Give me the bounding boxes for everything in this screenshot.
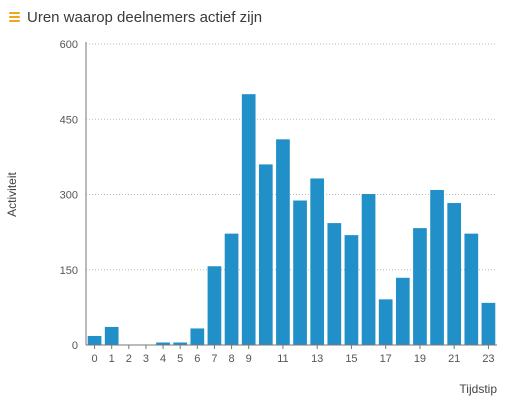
x-tick-label: 11 <box>277 353 288 365</box>
x-tick-label: 3 <box>143 353 149 365</box>
bar-hour-7[interactable] <box>207 266 222 345</box>
bar-hour-6[interactable] <box>190 328 205 345</box>
bar-hour-12[interactable] <box>293 200 307 345</box>
bar-hour-1[interactable] <box>104 326 119 345</box>
x-tick-label: 15 <box>345 353 357 365</box>
bar-hour-9[interactable] <box>241 94 256 346</box>
bar-hour-19[interactable] <box>413 228 427 345</box>
grid-lines <box>86 43 497 271</box>
x-tick-label: 1 <box>109 353 115 365</box>
x-tick-label: 5 <box>177 353 183 365</box>
bar-hour-13[interactable] <box>310 178 325 345</box>
x-tick-label: 0 <box>92 353 98 365</box>
hamburger-menu-icon[interactable] <box>9 12 20 22</box>
bar-hour-11[interactable] <box>276 139 290 345</box>
x-tick-label: 23 <box>482 353 494 365</box>
bar-hour-0[interactable] <box>87 335 102 345</box>
x-tick-label: 6 <box>194 353 200 365</box>
x-tick-label: 2 <box>126 353 132 365</box>
bar-hour-20[interactable] <box>430 189 444 345</box>
x-tick-label: 9 <box>246 353 252 365</box>
y-tick-label: 450 <box>60 114 78 126</box>
x-axis-title: Tijdstip <box>459 382 497 396</box>
bar-hour-5[interactable] <box>173 342 188 345</box>
chart-header: Uren waarop deelnemers actief zijn <box>9 6 262 28</box>
bar-hour-15[interactable] <box>344 235 359 345</box>
x-tick-label: 4 <box>160 353 166 365</box>
bar-hour-10[interactable] <box>258 164 273 345</box>
bar-hour-22[interactable] <box>464 233 479 345</box>
y-tick-label: 150 <box>60 265 78 277</box>
chart-title: Uren waarop deelnemers actief zijn <box>27 8 263 26</box>
y-tick-label: 600 <box>60 39 78 51</box>
bar-hour-14[interactable] <box>327 223 342 345</box>
bars <box>87 94 496 346</box>
x-tick-label: 17 <box>380 353 392 365</box>
bar-hour-16[interactable] <box>361 193 376 345</box>
bar-hour-23[interactable] <box>481 302 496 345</box>
x-tick-label: 8 <box>229 353 235 365</box>
x-tick-label: 7 <box>211 353 217 365</box>
y-tick-label: 300 <box>60 190 78 202</box>
x-tick-label: 13 <box>311 353 323 365</box>
y-axis-title: Activiteit <box>5 172 19 217</box>
x-tick-label: 19 <box>414 353 426 365</box>
x-tick-label: 21 <box>448 353 460 365</box>
bar-hour-8[interactable] <box>224 233 239 345</box>
y-tick-label: 0 <box>72 340 78 352</box>
bar-hour-4[interactable] <box>156 342 170 345</box>
bar-hour-18[interactable] <box>395 277 410 345</box>
bar-hour-17[interactable] <box>378 299 393 345</box>
axes <box>85 42 497 349</box>
bar-hour-21[interactable] <box>447 203 462 345</box>
